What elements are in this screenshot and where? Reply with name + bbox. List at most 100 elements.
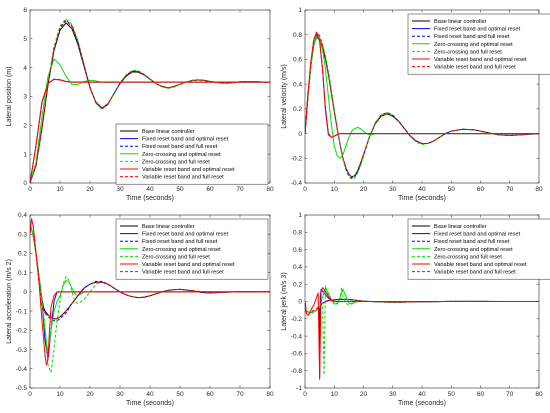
y-tick-label: 0	[298, 299, 302, 306]
x-tick-label: 0	[28, 186, 32, 193]
y-tick-label: -0.2	[291, 316, 303, 323]
legend-label: Base linear controller	[142, 224, 195, 230]
chart-acceleration: 0 10 20 30 40 50 60 70 80 -0.5 -0.4 -0.3 -0.2 -0.1 0 0.…	[6, 212, 274, 407]
legend-box	[407, 218, 550, 280]
y-tick-label: 0.8	[293, 32, 302, 39]
legend-label: Variable reset band and full reset	[434, 270, 516, 276]
y-tick-label: -0.3	[16, 347, 28, 354]
legend-label: Zero-crossing and optimal reset	[434, 42, 513, 48]
series-line-2	[30, 224, 270, 322]
legend: Base linear controller Fixed reset band a…	[115, 218, 269, 280]
y-tick-label: 0.4	[293, 264, 302, 271]
y-tick-label: -0.5	[16, 385, 28, 392]
legend-label: Fixed reset band and optimal reset	[142, 137, 229, 143]
x-axis-label: Time (seconds)	[398, 400, 446, 407]
x-tick-label: 30	[116, 391, 124, 398]
legend-label: Base linear controller	[434, 19, 487, 25]
x-tick-label: 50	[176, 186, 184, 193]
x-tick-label: 30	[116, 186, 124, 193]
x-tick-label: 70	[236, 391, 244, 398]
y-tick-label: 0.4	[293, 81, 302, 88]
y-axis-label: Lateral position (m)	[6, 67, 13, 127]
legend-label: Variable reset band and full reset	[434, 65, 516, 71]
legend-label: Variable reset band and optimal reset	[434, 262, 527, 268]
x-tick-label: 70	[506, 391, 514, 398]
y-tick-label: 0.6	[293, 247, 302, 254]
y-tick-label: -0.4	[291, 180, 303, 187]
x-tick-label: 40	[146, 186, 154, 193]
legend-label: Zero-crossing and optimal reset	[142, 152, 221, 158]
series-line-6	[30, 218, 270, 320]
series-group	[305, 31, 539, 180]
series-line-4	[30, 224, 270, 374]
x-tick-label: 50	[448, 186, 456, 193]
y-tick-label: 3	[23, 94, 27, 101]
x-tick-label: 10	[56, 186, 64, 193]
legend: Base linear controller Fixed reset band a…	[407, 218, 550, 280]
y-tick-label: -0.8	[291, 368, 303, 375]
x-tick-label: 60	[206, 186, 214, 193]
series-group	[30, 218, 270, 374]
legend-label: Zero-crossing and optimal reset	[142, 247, 221, 253]
y-axis-label: Lateral velocity (m/s)	[281, 64, 288, 129]
x-tick-label: 70	[236, 186, 244, 193]
legend-box	[115, 218, 269, 280]
y-tick-label: -1	[296, 385, 302, 392]
x-tick-label: 10	[331, 186, 339, 193]
legend-label: Fixed reset band and full reset	[434, 34, 510, 40]
legend-label: Variable reset band and full reset	[142, 270, 224, 276]
series-line-6	[305, 298, 539, 316]
legend-label: Zero-crossing and full reset	[434, 49, 502, 55]
legend-box	[407, 13, 550, 75]
x-tick-label: 30	[389, 186, 397, 193]
x-axis-label: Time (seconds)	[126, 195, 174, 202]
y-tick-label: 0	[23, 180, 27, 187]
x-tick-label: 60	[477, 391, 485, 398]
legend-label: Fixed reset band and full reset	[142, 239, 218, 245]
y-tick-label: 1	[23, 151, 27, 158]
y-tick-label: -0.1	[16, 308, 28, 315]
legend-box	[115, 123, 269, 185]
x-tick-label: 10	[331, 391, 339, 398]
y-tick-label: -0.2	[291, 155, 303, 162]
x-tick-label: 60	[206, 391, 214, 398]
y-tick-label: -0.6	[291, 351, 303, 358]
x-tick-label: 20	[86, 186, 94, 193]
y-tick-label: 1	[298, 212, 302, 219]
series-line-6	[305, 31, 539, 178]
y-axis-label: Lateral jerk (m/s 3)	[281, 272, 288, 330]
y-tick-label: 0.3	[18, 231, 27, 238]
x-axis-label: Time (seconds)	[398, 195, 446, 202]
legend-label: Fixed reset band and full reset	[434, 239, 510, 245]
x-tick-label: 10	[56, 391, 64, 398]
x-tick-label: 80	[266, 391, 274, 398]
y-tick-label: 0	[23, 289, 27, 296]
y-tick-label: 5	[23, 36, 27, 43]
y-tick-label: 6	[23, 7, 27, 14]
y-axis-label: Lateral acceleration (m/s 2)	[6, 259, 13, 344]
y-tick-label: -0.4	[291, 333, 303, 340]
series-line-4	[30, 18, 270, 183]
x-tick-label: 40	[418, 186, 426, 193]
x-tick-label: 20	[360, 186, 368, 193]
y-tick-label: 1	[298, 7, 302, 14]
legend-label: Variable reset band and optimal reset	[142, 262, 235, 268]
legend: Base linear controller Fixed reset band a…	[115, 123, 269, 185]
y-tick-label: 0.6	[293, 57, 302, 64]
y-tick-label: 4	[23, 65, 27, 72]
x-tick-label: 80	[535, 391, 543, 398]
x-tick-label: 0	[303, 391, 307, 398]
x-tick-label: 80	[535, 186, 543, 193]
x-tick-label: 60	[477, 186, 485, 193]
legend-label: Fixed reset band and optimal reset	[434, 27, 521, 33]
y-tick-label: 0.1	[18, 270, 27, 277]
series-group	[30, 18, 270, 183]
y-tick-label: 0.4	[18, 212, 27, 219]
x-tick-label: 70	[506, 186, 514, 193]
y-tick-label: 0	[298, 131, 302, 138]
legend-label: Fixed reset band and optimal reset	[142, 232, 229, 238]
legend-label: Zero-crossing and full reset	[142, 159, 210, 165]
x-tick-label: 50	[448, 391, 456, 398]
y-tick-label: 0.8	[293, 230, 302, 237]
